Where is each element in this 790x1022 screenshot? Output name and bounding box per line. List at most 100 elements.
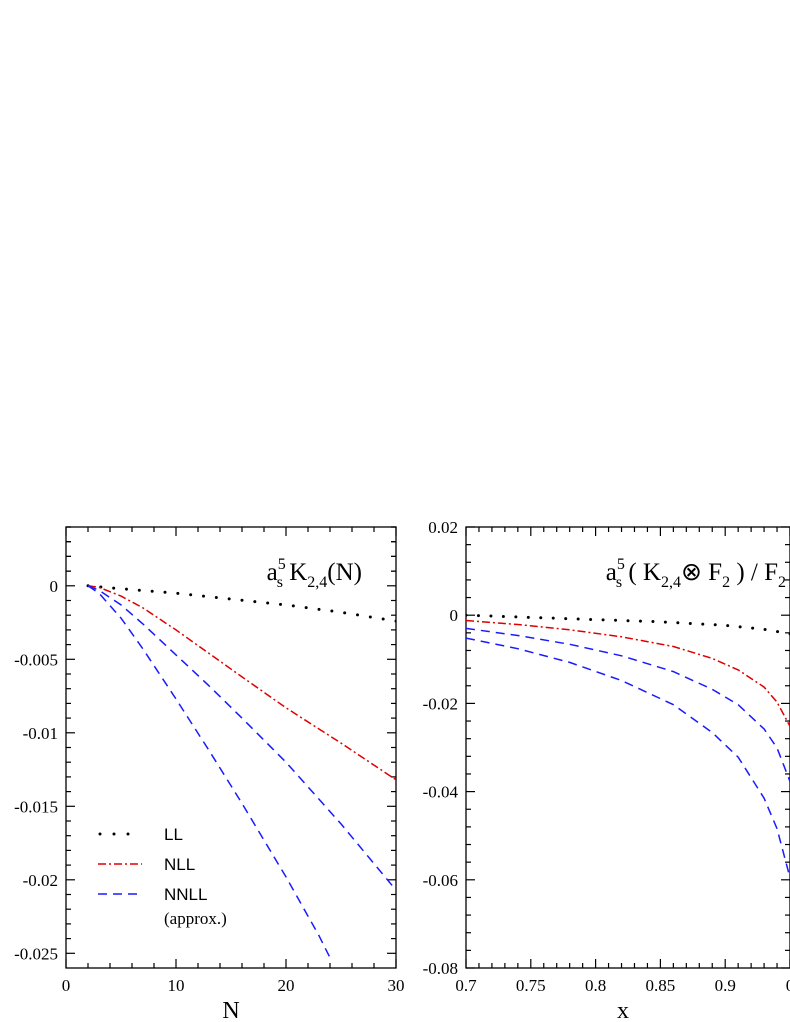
title-tail-subscript: 2	[778, 574, 786, 591]
ll-series-dot	[501, 614, 505, 618]
legend-item-nll: NLL	[98, 855, 195, 874]
legend-label: NNLL	[164, 885, 207, 904]
title-subscript: s	[277, 574, 283, 591]
title-superscript: 5	[617, 556, 625, 573]
ll-series-dot	[539, 616, 543, 620]
title-superscript: 5	[278, 556, 286, 573]
y-tick-label: 0	[50, 577, 59, 596]
ll-series-dot	[526, 615, 530, 619]
ll-series-dot	[330, 609, 334, 613]
ll-series-dot	[676, 621, 680, 625]
legend-item-nnll: NNLL (approx.)	[98, 885, 227, 928]
ll-series-dot	[189, 593, 193, 597]
ll-series-dot	[343, 611, 347, 615]
y-tick-label: 0	[450, 606, 459, 625]
x-tick-label: 0.75	[516, 976, 546, 995]
left-chart-panel: 0 10 20 30 0 -0.005 -0.01 -0.015 -0.02 -0.025 Na5 s…	[14, 526, 405, 1022]
series-group	[86, 584, 396, 959]
ll-series-dot	[266, 601, 270, 605]
ll-series-dot	[394, 619, 396, 623]
nll-series-line	[87, 585, 396, 781]
ll-series-dot	[726, 624, 730, 628]
ll-series-dot	[638, 619, 642, 623]
y-tick-label: 0.02	[428, 518, 458, 537]
series-group	[466, 613, 790, 878]
ll-series-dot	[489, 614, 493, 618]
y-tick-label: -0.06	[423, 871, 458, 890]
right-chart-panel: 0.7 0.75 0.8 0.85 0.9 0 0.02 0 -0.02 -0.04 -0.06 -0…	[423, 518, 790, 1022]
ll-series-dot	[163, 590, 167, 594]
ll-series-dot	[476, 614, 480, 618]
ll-series-dot	[589, 617, 593, 621]
ll-series-dot	[356, 613, 359, 617]
ll-series-dot	[601, 618, 605, 622]
x-tick-label: 30	[388, 976, 405, 995]
ll-series-dot	[112, 586, 116, 590]
ll-series-dot	[176, 591, 180, 595]
ll-series-dot	[663, 620, 667, 624]
y-tick-label: -0.04	[423, 783, 459, 802]
ll-series-dot	[240, 598, 244, 602]
legend-swatch-dot	[98, 832, 102, 836]
title-main-subscript: 2,4	[661, 574, 681, 591]
ll-series-dot	[626, 619, 630, 623]
ll-series-dot	[150, 589, 154, 593]
legend-item-ll: LL	[98, 825, 183, 844]
ll-series-dot	[279, 602, 282, 606]
title-prefix: a	[267, 559, 278, 586]
y-tick-label: -0.01	[23, 724, 58, 743]
ll-series-dot	[381, 617, 385, 621]
nnll-series-line	[466, 637, 790, 878]
ll-series-dot	[227, 597, 231, 601]
ll-series-dot	[214, 595, 218, 599]
title-subscript: s	[616, 574, 622, 591]
ll-series-dot	[551, 616, 555, 620]
ll-series-dot	[317, 607, 321, 611]
x-tick-label: 0.8	[585, 976, 606, 995]
plot-frame	[465, 526, 790, 969]
legend-swatch-dot	[112, 832, 116, 836]
title-tail: ) / F	[730, 559, 778, 586]
ll-series-dot	[253, 600, 257, 604]
ll-series-dot	[291, 604, 295, 608]
ll-series-dot	[751, 626, 755, 630]
x-tick-label: 20	[278, 976, 295, 995]
ll-series-dot	[466, 613, 468, 617]
x-tick-label: 0.7	[455, 976, 477, 995]
ll-series-dot	[776, 630, 780, 634]
ll-series-dot	[514, 615, 518, 619]
nnll-series-line	[87, 585, 396, 891]
x-tick-label: 10	[168, 976, 185, 995]
title-main: K	[283, 559, 307, 586]
legend: LL NLL NNLL (approx.)	[98, 825, 227, 928]
y-tick-label: -0.02	[423, 694, 458, 713]
ll-series-dot	[304, 606, 308, 610]
legend-note: (approx.)	[164, 909, 227, 928]
y-tick-label: -0.015	[14, 797, 58, 816]
title-suffix-subscript: 2	[722, 574, 730, 591]
legend-label: LL	[164, 825, 183, 844]
chart-title: a5 s ( K2,4⊗ F2 ) / F2	[606, 556, 786, 591]
title-suffix: ⊗ F	[681, 559, 722, 586]
ll-series-dot	[614, 618, 618, 622]
ll-series-dot	[202, 594, 205, 598]
x-tick-label: 0.85	[646, 976, 676, 995]
ll-series-dot	[738, 625, 742, 629]
ll-series-dot	[125, 587, 128, 591]
ll-series-dot	[701, 622, 705, 626]
chart-title: a5 s K2,4(N)	[267, 556, 362, 591]
ll-series-dot	[763, 627, 767, 631]
x-tick-label: 0.9	[715, 976, 736, 995]
title-main: ( K	[622, 559, 661, 586]
ll-series-dot	[137, 588, 141, 592]
y-tick-label: -0.02	[23, 871, 58, 890]
ll-series-dot	[564, 617, 568, 621]
title-suffix: (N)	[327, 559, 362, 586]
ll-series-dot	[651, 620, 655, 624]
x-tick-label: 0	[62, 976, 71, 995]
x-axis-label: N	[222, 998, 239, 1022]
y-tick-label: -0.08	[423, 959, 458, 978]
ll-series-dot	[688, 621, 692, 625]
ll-series-dot	[368, 615, 372, 619]
